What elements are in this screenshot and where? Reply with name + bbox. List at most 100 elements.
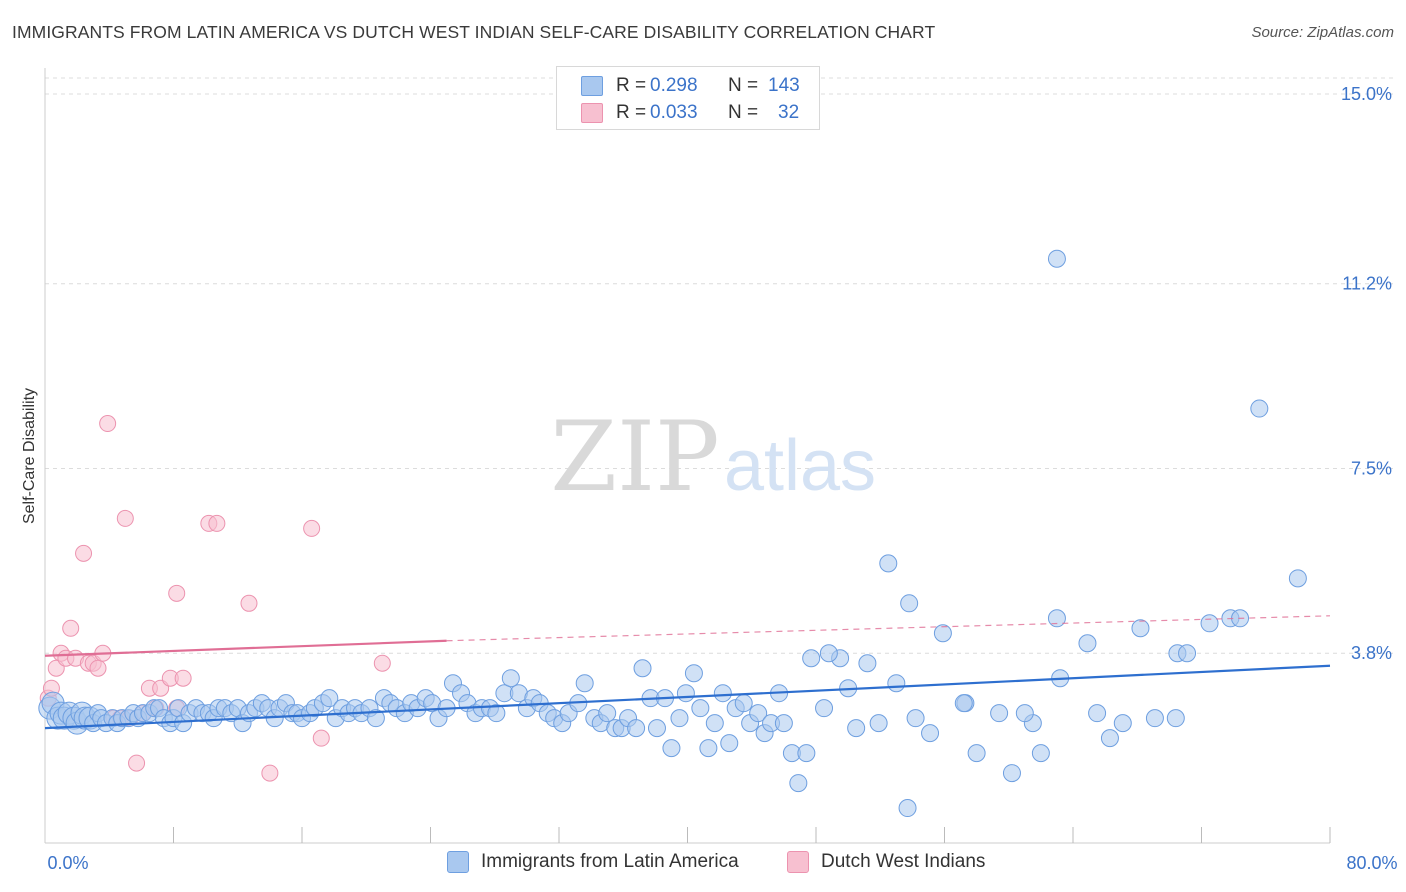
- series-legend-item-pink[interactable]: Dutch West Indians: [787, 851, 985, 873]
- blue-trend-line: [44, 664, 1331, 730]
- blue-point: [691, 699, 710, 718]
- pink-point: [89, 659, 107, 677]
- blue-point: [990, 704, 1009, 723]
- series-legend: Immigrants from Latin America Dutch West…: [0, 851, 1406, 877]
- legend-n-label: N =: [728, 75, 759, 96]
- legend-row-blue: R = 0.298 N = 143: [581, 73, 800, 99]
- blue-point: [487, 704, 506, 723]
- blue-point: [1078, 634, 1097, 653]
- blue-point: [1200, 614, 1219, 633]
- y-tick-label: 7.5%: [1351, 458, 1392, 478]
- legend-row-pink: R = 0.033 N = 32: [581, 100, 799, 126]
- pink-trend-line-dashed: [446, 615, 1331, 642]
- blue-point: [887, 674, 906, 693]
- blue-point: [1047, 609, 1066, 628]
- series-swatch-pink: [787, 851, 809, 873]
- blue-point: [1288, 569, 1307, 588]
- pink-point: [75, 544, 93, 562]
- blue-point: [858, 654, 877, 673]
- stats-legend: R = 0.298 N = 143 R = 0.033 N = 32: [556, 66, 820, 130]
- blue-point: [797, 744, 816, 763]
- y-tick-label: 3.8%: [1351, 643, 1392, 663]
- blue-point: [320, 689, 339, 708]
- blue-point: [598, 704, 617, 723]
- blue-point: [789, 774, 808, 793]
- legend-swatch-blue: [581, 76, 603, 96]
- blue-point: [802, 649, 821, 668]
- blue-point: [921, 724, 940, 743]
- pink-trend-line: [44, 639, 447, 657]
- blue-point: [1113, 714, 1132, 733]
- blue-point: [647, 719, 666, 738]
- blue-point: [1002, 764, 1021, 783]
- blue-point: [662, 739, 681, 758]
- series-legend-label-blue: Immigrants from Latin America: [481, 851, 739, 872]
- pink-point: [168, 584, 186, 602]
- pink-point: [208, 514, 226, 532]
- series-legend-label-pink: Dutch West Indians: [821, 851, 986, 872]
- pink-point: [116, 509, 134, 527]
- pink-point: [373, 654, 391, 672]
- blue-point: [1047, 249, 1066, 268]
- blue-point: [749, 704, 768, 723]
- x-tick-label-left: 0.0%: [47, 853, 88, 873]
- series-legend-item-blue[interactable]: Immigrants from Latin America: [447, 851, 739, 873]
- pink-point: [99, 415, 117, 433]
- blue-point: [1131, 619, 1150, 638]
- blue-point: [720, 734, 739, 753]
- blue-point: [699, 739, 718, 758]
- blue-point: [670, 709, 689, 728]
- pink-point: [261, 764, 279, 782]
- y-tick-label: 15.0%: [1341, 84, 1392, 104]
- axes: [44, 68, 1331, 844]
- series-swatch-blue: [447, 851, 469, 873]
- watermark-zip: ZIP: [550, 401, 719, 513]
- pink-point: [62, 619, 80, 637]
- blue-point: [627, 719, 646, 738]
- blue-point: [815, 699, 834, 718]
- blue-point: [819, 644, 838, 663]
- blue-point: [847, 719, 866, 738]
- blue-point: [366, 709, 385, 728]
- x-tick-label-right: 80.0%: [1346, 853, 1397, 873]
- pink-point: [312, 729, 330, 747]
- legend-r-value: 0.298: [650, 75, 698, 96]
- grid-lines: [45, 77, 1395, 654]
- chart-title: IMMIGRANTS FROM LATIN AMERICA VS DUTCH W…: [12, 22, 936, 42]
- legend-r-label: R =: [616, 102, 647, 123]
- blue-point: [967, 744, 986, 763]
- blue-point: [575, 674, 594, 693]
- blue-point: [1166, 709, 1185, 728]
- watermark-atlas: atlas: [724, 426, 876, 506]
- pink-point: [303, 519, 321, 537]
- blue-point: [1015, 704, 1034, 723]
- blue-point: [1250, 399, 1269, 418]
- blue-series-points: [38, 249, 1307, 818]
- blue-point: [879, 554, 898, 573]
- blue-point: [1031, 744, 1050, 763]
- blue-point: [684, 664, 703, 683]
- blue-point: [906, 709, 925, 728]
- y-tick-labels: 3.8% 7.5% 11.2% 15.0%: [1341, 84, 1392, 663]
- blue-point: [676, 684, 695, 703]
- blue-point: [734, 694, 753, 713]
- blue-point: [933, 624, 952, 643]
- source-label: Source: ZipAtlas.com: [1251, 24, 1394, 41]
- blue-point: [713, 684, 732, 703]
- legend-r-value: 0.033: [650, 102, 698, 123]
- pink-point: [240, 594, 258, 612]
- blue-point: [869, 714, 888, 733]
- blue-point: [774, 714, 793, 733]
- legend-n-label: N =: [728, 102, 759, 123]
- legend-swatch-pink: [581, 103, 603, 123]
- watermark: ZIP atlas: [550, 401, 876, 513]
- blue-point: [501, 669, 520, 688]
- legend-r-label: R =: [616, 75, 647, 96]
- blue-point: [1100, 729, 1119, 748]
- blue-point: [633, 659, 652, 678]
- pink-point: [174, 669, 192, 687]
- trend-lines: [44, 615, 1331, 730]
- blue-point: [1178, 644, 1197, 663]
- blue-point: [1145, 709, 1164, 728]
